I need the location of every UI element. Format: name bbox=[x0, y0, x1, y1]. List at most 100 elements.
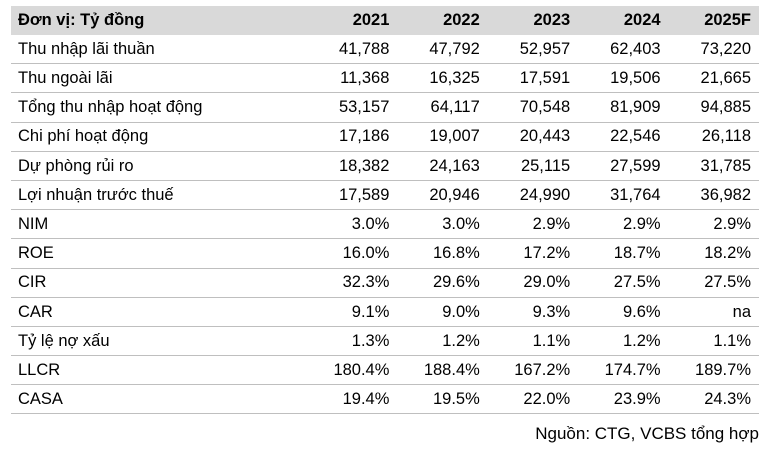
header-unit: Đơn vị: Tỷ đồng bbox=[11, 6, 308, 35]
row-label: CAR bbox=[18, 302, 53, 321]
table-cell: 1.2% bbox=[442, 331, 480, 350]
table-cell: 19.4% bbox=[342, 390, 390, 409]
table-cell: 167.2% bbox=[514, 360, 571, 379]
table-cell: 17,589 bbox=[338, 185, 390, 204]
table-cell: 9.6% bbox=[622, 302, 661, 321]
table-cell: 11,368 bbox=[340, 69, 390, 88]
table-row: CAR 9.1% 9.0% 9.3% 9.6% na bbox=[11, 297, 759, 327]
table-cell: 52,957 bbox=[519, 39, 571, 58]
header-year: 2024 bbox=[578, 6, 669, 35]
table-cell: 24,163 bbox=[429, 156, 480, 175]
table-cell: na bbox=[732, 302, 751, 321]
table-row: NIM 3.0% 3.0% 2.9% 2.9% 2.9% bbox=[11, 210, 759, 239]
table-cell: 1.1% bbox=[532, 331, 571, 350]
table-row: Lợi nhuận trước thuế 17,589 20,946 24,990 31… bbox=[11, 180, 759, 210]
table-row: LLCR 180.4% 188.4% 167.2% 174.7% 189.7% bbox=[11, 356, 759, 385]
table-cell: 20,946 bbox=[429, 185, 480, 204]
table-cell: 21,665 bbox=[700, 69, 751, 88]
table-cell: 53,157 bbox=[338, 98, 390, 117]
table-header-row: Đơn vị: Tỷ đồng 2021 2022 2023 2024 2025… bbox=[11, 6, 759, 35]
table-cell: 31,764 bbox=[610, 185, 661, 204]
header-year: 2022 bbox=[397, 6, 488, 35]
table-cell: 29.6% bbox=[433, 273, 480, 292]
table-cell: 64,117 bbox=[430, 98, 480, 117]
table-cell: 9.0% bbox=[442, 302, 480, 321]
row-label: ROE bbox=[18, 244, 54, 263]
table-cell: 3.0% bbox=[442, 214, 480, 233]
table-cell: 16,325 bbox=[429, 69, 480, 88]
table-cell: 27.5% bbox=[613, 273, 661, 292]
header-year: 2025F bbox=[668, 6, 759, 35]
table-body: Thu nhập lãi thuần 41,788 47,792 52,957 62,4… bbox=[11, 35, 759, 414]
table-cell: 19,007 bbox=[429, 127, 480, 146]
table-cell: 94,885 bbox=[700, 98, 751, 117]
table-cell: 19,506 bbox=[610, 69, 661, 88]
table-cell: 62,403 bbox=[610, 39, 661, 58]
table-cell: 31,785 bbox=[700, 156, 751, 175]
row-label: Tỷ lệ nợ xấu bbox=[18, 331, 110, 350]
header-year: 2021 bbox=[307, 6, 398, 35]
table-cell: 1.1% bbox=[713, 331, 751, 350]
table-cell: 17.2% bbox=[523, 244, 571, 263]
table-cell: 18.7% bbox=[613, 244, 661, 263]
table-cell: 27,599 bbox=[610, 156, 661, 175]
table-cell: 22,546 bbox=[610, 127, 661, 146]
table-row: Tỷ lệ nợ xấu 1.3% 1.2% 1.1% 1.2% 1.1% bbox=[11, 326, 759, 356]
row-label: NIM bbox=[18, 214, 49, 233]
table-cell: 22.0% bbox=[523, 390, 571, 409]
table-cell: 24.3% bbox=[704, 390, 751, 409]
table-cell: 26,118 bbox=[701, 127, 751, 146]
table-cell: 2.9% bbox=[622, 214, 661, 233]
table-cell: 189.7% bbox=[695, 360, 751, 379]
row-label: Dự phòng rủi ro bbox=[18, 156, 134, 175]
row-label: CIR bbox=[18, 273, 47, 292]
table-cell: 25,115 bbox=[520, 156, 571, 175]
table-cell: 2.9% bbox=[532, 214, 571, 233]
table-cell: 17,591 bbox=[519, 69, 571, 88]
table-row: Dự phòng rủi ro 18,382 24,163 25,115 27,599 3… bbox=[11, 151, 759, 181]
table-cell: 29.0% bbox=[523, 273, 571, 292]
table-cell: 41,788 bbox=[338, 39, 390, 58]
table-row: Chi phí hoạt động 17,186 19,007 20,443 22,54… bbox=[11, 122, 759, 152]
row-label: Tổng thu nhập hoạt động bbox=[18, 98, 203, 117]
table-row: CIR 32.3% 29.6% 29.0% 27.5% 27.5% bbox=[11, 268, 759, 298]
table-cell: 19.5% bbox=[433, 390, 480, 409]
financial-table: Đơn vị: Tỷ đồng 2021 2022 2023 2024 2025… bbox=[11, 6, 759, 414]
table-cell: 174.7% bbox=[604, 360, 661, 379]
table-cell: 16.0% bbox=[342, 244, 390, 263]
table-cell: 18.2% bbox=[704, 244, 751, 263]
row-label: CASA bbox=[18, 390, 63, 409]
row-label: Thu ngoài lãi bbox=[18, 69, 113, 88]
table-cell: 70,548 bbox=[519, 98, 571, 117]
table-cell: 188.4% bbox=[423, 360, 480, 379]
table-row: ROE 16.0% 16.8% 17.2% 18.7% 18.2% bbox=[11, 239, 759, 268]
table-row: Thu nhập lãi thuần 41,788 47,792 52,957 62,4… bbox=[11, 35, 759, 64]
table-cell: 27.5% bbox=[704, 273, 751, 292]
table-row: CASA 19.4% 19.5% 22.0% 23.9% 24.3% bbox=[11, 385, 759, 414]
table-cell: 20,443 bbox=[519, 127, 571, 146]
table-cell: 17,186 bbox=[338, 127, 390, 146]
table-cell: 18,382 bbox=[338, 156, 390, 175]
table-cell: 73,220 bbox=[700, 39, 751, 58]
table-cell: 9.3% bbox=[532, 302, 571, 321]
table-cell: 81,909 bbox=[610, 98, 661, 117]
table-cell: 3.0% bbox=[351, 214, 390, 233]
row-label: Lợi nhuận trước thuế bbox=[18, 185, 174, 204]
table-cell: 47,792 bbox=[429, 39, 480, 58]
table-cell: 36,982 bbox=[700, 185, 751, 204]
table-cell: 32.3% bbox=[342, 273, 390, 292]
table-row: Thu ngoài lãi 11,368 16,325 17,591 19,506 21,… bbox=[11, 64, 759, 93]
table-cell: 16.8% bbox=[433, 244, 480, 263]
table-cell: 180.4% bbox=[333, 360, 390, 379]
table-row: Tổng thu nhập hoạt động 53,157 64,117 70,54… bbox=[11, 93, 759, 123]
table-cell: 2.9% bbox=[713, 214, 751, 233]
row-label: Thu nhập lãi thuần bbox=[18, 39, 155, 58]
table-cell: 9.1% bbox=[351, 302, 390, 321]
row-label: Chi phí hoạt động bbox=[18, 127, 149, 146]
row-label: LLCR bbox=[18, 360, 61, 379]
header-year: 2023 bbox=[487, 6, 579, 35]
table-cell: 23.9% bbox=[613, 390, 661, 409]
table-cell: 24,990 bbox=[519, 185, 571, 204]
table-cell: 1.3% bbox=[351, 331, 390, 350]
